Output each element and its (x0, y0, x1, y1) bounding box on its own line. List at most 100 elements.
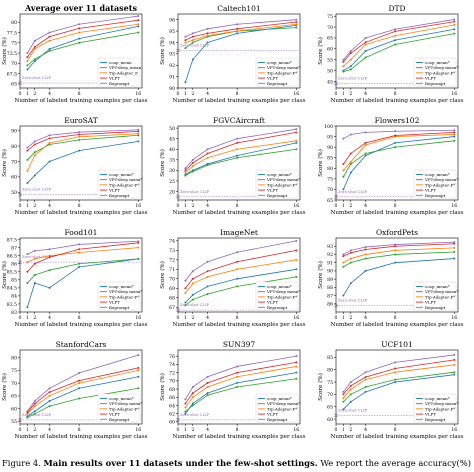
x-tick-label: 1 (342, 427, 345, 433)
legend-box (97, 169, 141, 199)
legend-label: VPT-deep mean* (424, 177, 458, 182)
y-tick-label: 93 (169, 52, 175, 58)
data-point (364, 386, 367, 388)
data-point (184, 41, 187, 44)
data-point (295, 361, 298, 364)
x-tick-label: 2 (349, 427, 352, 433)
data-point (453, 135, 456, 138)
x-tick-label: 4 (206, 427, 209, 433)
y-tick-label: 87 (11, 245, 17, 251)
data-point (26, 182, 29, 185)
data-point (137, 246, 140, 249)
y-tick-label: 74 (169, 362, 175, 368)
data-point (206, 394, 209, 397)
data-point (137, 257, 140, 260)
data-point (206, 381, 209, 384)
data-point (33, 400, 36, 403)
legend-label: VLPT (108, 188, 120, 193)
zeroshot-label: Zero-shot CLIP (180, 302, 210, 307)
data-point (349, 400, 352, 403)
data-point (236, 375, 239, 378)
y-axis-label: Score (%) (159, 37, 166, 65)
legend-label: Reprompt (267, 81, 288, 86)
y-tick-label: 84.5 (7, 286, 17, 292)
y-tick-label: 66 (169, 395, 175, 401)
y-axis-label: Score (%) (1, 261, 8, 289)
data-point (137, 375, 140, 378)
data-point (33, 174, 36, 177)
legend-label: VPT-deep mean* (108, 177, 142, 182)
x-axis-label: Number of labeled training examples per … (330, 98, 463, 104)
y-tick-label: 50 (11, 190, 17, 196)
data-point (78, 37, 81, 40)
legend-label: Tip-Adapter-F* (267, 182, 297, 187)
data-point (349, 249, 352, 252)
data-point (48, 405, 51, 408)
zeroshot-marker (176, 48, 180, 53)
data-point (26, 282, 29, 285)
x-tick-label: 16 (135, 91, 141, 97)
y-tick-label: 84 (11, 294, 17, 300)
data-point (236, 386, 239, 388)
x-tick-label: 4 (206, 91, 209, 97)
y-tick-label: 74 (169, 239, 175, 245)
data-point (364, 152, 367, 155)
data-point (33, 402, 36, 405)
data-point (48, 50, 51, 52)
y-tick-label: 40 (169, 147, 175, 153)
data-point (349, 68, 352, 71)
data-point (453, 257, 456, 260)
data-point (349, 381, 352, 384)
y-tick-label: 62 (169, 412, 175, 418)
data-point (453, 241, 456, 244)
data-point (295, 23, 298, 26)
data-point (48, 254, 51, 257)
data-point (191, 386, 194, 388)
zeroshot-label: Zero-shot CLIP (338, 407, 368, 412)
data-point (295, 26, 298, 29)
data-point (295, 239, 298, 242)
x-tick-label: 4 (48, 315, 51, 321)
legend-label: Reprompt (425, 305, 446, 310)
data-point (349, 50, 352, 52)
y-tick-label: 92 (169, 63, 175, 69)
data-point (26, 149, 29, 152)
data-point (364, 56, 367, 59)
data-point (394, 378, 397, 381)
x-tick-label: 0 (177, 315, 180, 321)
legend-label: coop_mean* (425, 172, 450, 177)
data-point (137, 23, 140, 26)
x-axis-label: Number of labeled training examples per … (14, 210, 147, 216)
data-point (33, 58, 36, 61)
data-point (33, 410, 36, 413)
data-point (48, 256, 51, 259)
data-point (364, 371, 367, 374)
data-point (236, 371, 239, 374)
data-point (137, 241, 140, 244)
legend-label: Tip-Adapter-F* (425, 70, 455, 75)
legend-label: Reprompt (109, 81, 130, 86)
x-tick-label: 0 (335, 315, 338, 321)
data-point (394, 30, 397, 33)
chart-title: Flowers102 (375, 116, 420, 125)
y-tick-label: 67 (169, 305, 175, 311)
data-point (342, 60, 345, 63)
y-tick-label: 69 (169, 286, 175, 292)
data-point (453, 131, 456, 134)
zeroshot-marker (176, 418, 180, 422)
chart-panel-6: Flowers102 65 70 75 80 85 90 95 100 0 1 2 4 8 16Number… (317, 116, 464, 216)
x-tick-label: 16 (451, 427, 457, 433)
data-point (394, 249, 397, 252)
y-tick-label: 85 (327, 156, 333, 162)
legend-label: VLPT (266, 300, 278, 305)
data-point (78, 397, 81, 400)
data-point (206, 260, 209, 263)
data-point (78, 133, 81, 136)
legend-label: VPT-deep_mean (108, 65, 141, 70)
zeroshot-marker (18, 418, 22, 422)
y-tick-label: 90 (169, 86, 175, 92)
x-axis-label: Number of labeled training examples per … (14, 98, 147, 104)
zeroshot-label: Zero-shot CLIP (338, 189, 368, 194)
data-point (137, 132, 140, 135)
